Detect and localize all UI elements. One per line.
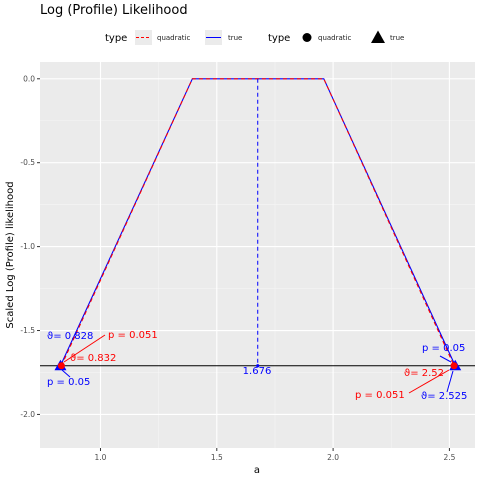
legend-shape-title: type bbox=[268, 33, 290, 44]
annotation-p-quadratic-right: p = 0.051 bbox=[355, 390, 405, 401]
annotation-theta-true-right: ϑ= 2.525 bbox=[421, 391, 467, 402]
annotation-theta-quadratic-left: ϑ= 0.832 bbox=[70, 353, 116, 364]
legend: type quadratic true type quadratic true bbox=[105, 30, 404, 45]
legend-label-true-shape: true bbox=[390, 34, 404, 42]
x-tick-label: 2.0 bbox=[327, 453, 339, 462]
annotation-p-true-right: p = 0.05 bbox=[422, 343, 465, 354]
annotation-leader-right-p bbox=[439, 355, 452, 363]
legend-label-true-line: true bbox=[228, 34, 242, 42]
x-tick-label: 2.5 bbox=[443, 453, 455, 462]
axis-ticks: 1.0 1.5 2.0 2.5 0.0 -0.5 -1.0 -1.5 -2.0 bbox=[20, 74, 455, 462]
series-line-quadratic bbox=[60, 78, 455, 366]
mle-label: 1.676 bbox=[243, 366, 272, 377]
annotation-leader-left-p bbox=[63, 334, 106, 363]
y-tick-label: -2.0 bbox=[20, 410, 35, 419]
annotation-p-quadratic-left: p = 0.051 bbox=[108, 330, 158, 341]
x-tick-label: 1.0 bbox=[95, 453, 107, 462]
legend-key-true-triangle bbox=[371, 30, 385, 43]
mle-point bbox=[256, 364, 260, 368]
grid bbox=[40, 62, 475, 448]
legend-line-title: type bbox=[105, 33, 127, 44]
chart-title: Log (Profile) Likelihood bbox=[40, 3, 188, 18]
x-tick-label: 1.5 bbox=[211, 453, 223, 462]
y-axis-title: Scaled Log (Profile) likelihood bbox=[5, 181, 16, 328]
legend-label-quadratic-shape: quadratic bbox=[318, 34, 351, 42]
x-axis-title: a bbox=[254, 465, 260, 476]
y-tick-label: -1.0 bbox=[20, 242, 35, 251]
annotation-leader-right-p-quad bbox=[408, 369, 450, 394]
y-tick-label: -0.5 bbox=[20, 158, 35, 167]
annotation-theta-quadratic-right: ϑ= 2.52 bbox=[404, 368, 444, 379]
point-quadratic-circle bbox=[57, 362, 65, 370]
annotation-p-true-left: p = 0.05 bbox=[47, 377, 90, 388]
annotation-theta-true-left: ϑ= 0.828 bbox=[47, 331, 93, 342]
y-tick-label: -1.5 bbox=[20, 326, 35, 335]
series-lines bbox=[40, 78, 475, 368]
annotation-leader-left-p-true bbox=[61, 369, 71, 378]
point-quadratic-circle bbox=[450, 362, 458, 370]
annotation-leader-right-theta bbox=[446, 370, 454, 393]
legend-key-quadratic-circle bbox=[302, 33, 312, 42]
y-tick-label: 0.0 bbox=[23, 74, 35, 83]
legend-label-quadratic-line: quadratic bbox=[157, 34, 190, 42]
series-points bbox=[54, 359, 462, 371]
